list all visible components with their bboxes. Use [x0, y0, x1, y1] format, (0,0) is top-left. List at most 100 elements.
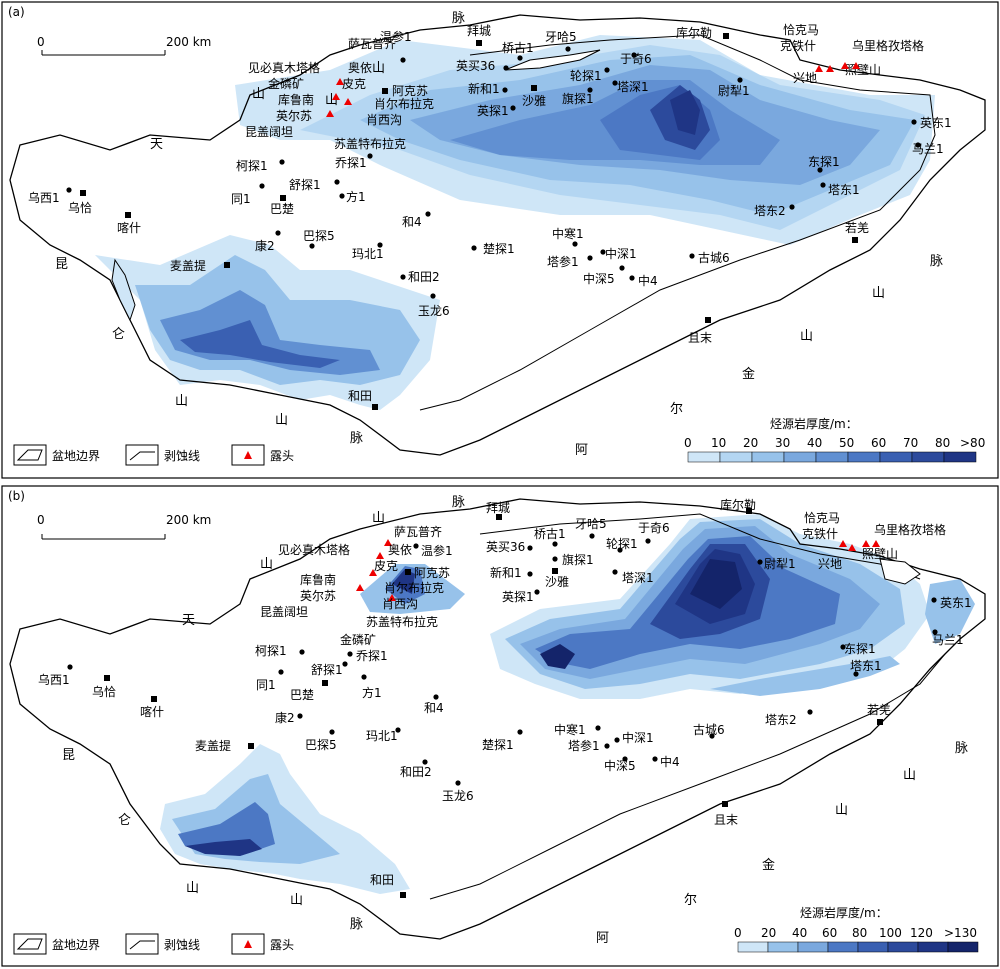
city-label: 喀什	[117, 221, 141, 235]
panel-label: (a)	[8, 5, 25, 19]
legend-boundary: 盆地边界	[52, 938, 100, 952]
contour-ne	[925, 579, 975, 644]
city-marker	[552, 568, 558, 574]
city-label: 拜城	[467, 24, 491, 38]
well-label: 英东1	[920, 116, 952, 130]
city-marker	[280, 195, 286, 201]
mountain-label: 山	[275, 413, 288, 428]
well-label: 英买36	[486, 540, 525, 554]
mountain-label: 金	[762, 857, 775, 873]
colorbar-tick: 40	[807, 436, 822, 450]
mountain-label: 天	[182, 613, 195, 628]
well-label: 巴探5	[303, 229, 335, 243]
city-marker	[125, 212, 131, 218]
city-marker	[400, 892, 406, 898]
city-marker	[248, 743, 254, 749]
panel-a: (a) 山 脉 天 山 山 昆 仑 山 山 脉 阿 尔 金 山 山 脉 拜城 库…	[0, 0, 1000, 480]
well-label: 英探1	[502, 590, 534, 604]
city-label: 兴地	[818, 557, 842, 571]
outcrop-label: 金磷矿	[268, 76, 304, 91]
city-marker	[80, 190, 86, 196]
colorbar-tick: >130	[944, 926, 977, 940]
mountain-label: 山	[903, 768, 916, 783]
well-label: 牙哈5	[545, 30, 577, 44]
mountain-label: 昆	[55, 257, 68, 272]
colorbar-tick: 20	[761, 926, 776, 940]
outcrop-label: 肖西沟	[382, 597, 418, 611]
well-label: 旗探1	[562, 91, 594, 106]
well-label: 古城6	[698, 250, 730, 265]
city-marker	[104, 675, 110, 681]
outcrop-label: 乌里格孜塔格	[852, 38, 924, 53]
colorbar-tick: 50	[839, 436, 854, 450]
colorbar-tick: 120	[910, 926, 933, 940]
city-label: 兴地	[793, 71, 817, 85]
legend-outcrop: 露头	[270, 449, 294, 463]
mountain-label: 天	[150, 137, 163, 152]
mountain-label: 脉	[350, 431, 363, 446]
contour-sw-2	[160, 290, 380, 375]
well-label: 东探1	[808, 155, 840, 169]
well-label: 玉龙6	[442, 789, 474, 803]
lake	[504, 49, 601, 71]
contour-sw-3	[180, 320, 340, 368]
well-label: 玉龙6	[418, 304, 450, 318]
outcrop-label: 库鲁南	[278, 92, 314, 107]
well-label: 玛北1	[352, 247, 384, 261]
city-label: 和田	[370, 873, 394, 887]
city-marker	[531, 85, 537, 91]
well-label: 同1	[231, 192, 251, 206]
city-label: 沙雅	[522, 93, 546, 108]
well-label: 尉犁1	[764, 556, 796, 571]
well-label: 于奇6	[620, 52, 652, 66]
mountain-label: 山	[290, 893, 303, 908]
well-label: 英探1	[477, 104, 509, 118]
well-label: 柯探1	[236, 159, 268, 173]
mountain-label: 阿	[596, 931, 609, 946]
colorbar-tick: 0	[734, 926, 742, 940]
outcrops: 萨瓦普齐 奥依 皮克 见必真木塔格 金磷矿 库鲁南 英尔苏 肖尔布拉克 肖西沟 …	[260, 510, 946, 647]
outcrop-label: 肖尔布拉克	[384, 580, 444, 595]
mountain-label: 金	[742, 366, 755, 382]
well-label: 和田2	[400, 765, 432, 779]
mountain-label: 脉	[350, 917, 363, 932]
well-label: 中寒1	[554, 722, 586, 737]
scale-bar: 0 200 km	[37, 35, 211, 56]
legend: 盆地边界 剥蚀线 露头	[13, 933, 294, 955]
mountain-label: 山	[372, 61, 385, 76]
outcrop-label: 苏盖特布拉克	[366, 614, 438, 629]
mountain-label: 脉	[452, 495, 465, 510]
city-label: 且末	[688, 331, 712, 345]
well-label: 乌西1	[38, 672, 70, 687]
well-label: 马兰1	[932, 633, 964, 647]
legend-outcrop: 露头	[270, 938, 294, 952]
outcrop-label: 克铁什	[780, 39, 816, 53]
well-label: 乔探1	[356, 649, 388, 663]
city-label: 麦盖提	[195, 738, 231, 753]
colorbar-tick: 70	[903, 436, 918, 450]
well-label: 塔参1	[547, 254, 579, 269]
city-label: 照壁山	[862, 546, 898, 561]
colorbar-tick: 80	[852, 926, 867, 940]
colorbar-tick: 20	[743, 436, 758, 450]
well-label: 新和1	[490, 565, 522, 580]
wells: 牙哈5 桥古1 英买36 温参1 新和1 英探1 轮探1 于奇6 旗探1 塔深1…	[28, 29, 952, 318]
contour-sw-3	[185, 839, 262, 856]
well-label: 中深1	[622, 730, 654, 745]
well-label: 中4	[638, 273, 658, 288]
outcrop-label: 肖尔布拉克	[374, 96, 434, 111]
outcrop-label: 英尔苏	[276, 108, 312, 123]
mountain-label: 山	[800, 329, 813, 344]
mountain-label: 仑	[112, 327, 125, 342]
contour-6	[690, 559, 742, 609]
mountain-label: 尔	[684, 893, 697, 908]
well-label: 旗探1	[562, 552, 594, 567]
basin-boundary	[9, 14, 986, 456]
well-label: 中深5	[604, 758, 636, 773]
outcrop-label: 肖西沟	[366, 113, 402, 127]
mountain-label: 山	[372, 511, 385, 526]
city-label: 麦盖提	[170, 258, 206, 273]
well-label: 和4	[402, 215, 422, 229]
colorbar-tick: 10	[711, 436, 726, 450]
colorbar-tick: >80	[960, 436, 985, 450]
